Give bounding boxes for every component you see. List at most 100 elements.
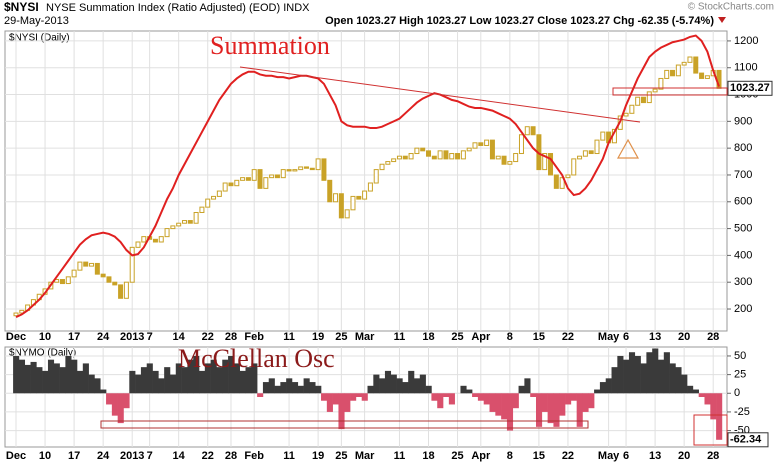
- candle: [141, 236, 147, 243]
- candle: [513, 153, 519, 163]
- x-tick-label: 7: [147, 450, 153, 462]
- oscillator-bar: [129, 370, 136, 394]
- x-tick-label: 25: [451, 450, 463, 462]
- oscillator-bar: [628, 352, 636, 394]
- oscillator-bar: [309, 382, 316, 394]
- oscillator-bar: [82, 363, 89, 394]
- oscillator-bar: [135, 374, 142, 394]
- oscillator-bar: [187, 359, 194, 394]
- oscillator-bar: [210, 359, 217, 394]
- candle: [234, 179, 240, 187]
- oscillator-bar: [140, 367, 148, 394]
- candle: [391, 158, 397, 163]
- oscillator-bar: [588, 393, 595, 409]
- candle: [13, 312, 19, 317]
- candle: [89, 262, 95, 267]
- oscillator-bar: [181, 367, 188, 394]
- candle: [437, 150, 443, 160]
- highlight-box: [612, 87, 728, 96]
- oscillator-bar: [472, 393, 479, 397]
- candle: [681, 61, 687, 66]
- x-tick-label: 22: [202, 450, 214, 462]
- oscillator-bar: [594, 389, 601, 394]
- x-tick-label: Dec: [6, 450, 26, 462]
- candle: [344, 209, 350, 219]
- oscillator-bar: [402, 382, 409, 394]
- oscillator-bar: [77, 370, 84, 394]
- oscillator-bar: [216, 367, 223, 394]
- y-tick-label: -25: [734, 406, 750, 418]
- oscillator-bar: [303, 378, 310, 394]
- oscillator-bar: [425, 385, 432, 394]
- x-tick-label: 24: [97, 450, 110, 462]
- oscillator-bar: [291, 382, 299, 394]
- y-tick-label: 25: [734, 369, 746, 381]
- x-tick-label: Apr: [471, 450, 491, 462]
- oscillator-bar: [18, 359, 26, 394]
- x-tick-label: 18: [422, 331, 434, 343]
- oscillator-bar: [477, 393, 485, 401]
- oscillator-bar: [570, 393, 577, 401]
- candle: [100, 273, 106, 278]
- candle: [646, 91, 652, 104]
- candle: [478, 142, 484, 146]
- x-tick-label: 28: [707, 450, 719, 462]
- title: NYSE Summation Index (Ratio Adjusted) (E…: [46, 2, 310, 14]
- x-tick-label: 14: [173, 450, 186, 462]
- candle: [524, 126, 530, 136]
- oscillator-bar: [274, 385, 281, 394]
- oscillator-bar: [652, 348, 659, 394]
- oscillator-bar: [524, 378, 531, 394]
- candle: [112, 281, 118, 286]
- candle: [292, 169, 298, 172]
- oscillator-bar: [332, 393, 339, 405]
- oscillator-bar: [582, 393, 589, 412]
- oscillator-bar: [419, 374, 426, 394]
- x-tick-label: 11: [394, 331, 406, 343]
- date: 29-May-2013: [4, 15, 69, 27]
- candle: [304, 166, 309, 169]
- x-tick-label: 13: [649, 331, 661, 343]
- oscillator-bar: [553, 393, 560, 427]
- copyright: © StockCharts.com: [688, 2, 774, 13]
- oscillator-bar: [199, 370, 206, 394]
- highlight-box: [693, 414, 728, 446]
- annotation: Summation: [210, 31, 330, 60]
- panel-label: $NYMO (Daily): [9, 348, 76, 359]
- oscillator-bar: [483, 393, 490, 405]
- candle: [414, 147, 420, 155]
- oscillator-bar: [106, 393, 113, 405]
- candle: [670, 69, 676, 77]
- symbol: $NYSI: [4, 0, 39, 14]
- x-tick-label: 6: [623, 450, 629, 462]
- oscillator-bar: [675, 367, 682, 394]
- candle: [443, 150, 449, 160]
- candle: [269, 174, 275, 179]
- y-tick-label: 700: [734, 169, 752, 181]
- candle: [83, 261, 89, 267]
- candle: [693, 56, 699, 74]
- oscillator-bar: [431, 393, 438, 401]
- x-tick-label: Mar: [355, 450, 375, 462]
- candle: [652, 88, 658, 93]
- oscillator-bar: [286, 378, 293, 394]
- oscillator-bar: [158, 378, 165, 394]
- candle: [77, 261, 83, 271]
- x-tick-label: 8: [507, 331, 513, 343]
- candle: [71, 269, 77, 278]
- oscillator-bar: [373, 374, 380, 394]
- candle: [298, 166, 304, 171]
- triangle-marker: [616, 138, 640, 159]
- y-tick-label: 300: [734, 276, 752, 288]
- candle: [588, 150, 594, 155]
- candle: [59, 279, 65, 285]
- oscillator-bar: [448, 393, 455, 405]
- oscillator-bar: [42, 370, 49, 394]
- candle: [542, 153, 548, 171]
- oscillator-bar: [71, 359, 78, 394]
- candle: [362, 190, 368, 200]
- candle: [309, 167, 315, 171]
- x-tick-label: May: [598, 331, 620, 343]
- candle: [216, 190, 222, 197]
- oscillator-bar: [576, 393, 583, 427]
